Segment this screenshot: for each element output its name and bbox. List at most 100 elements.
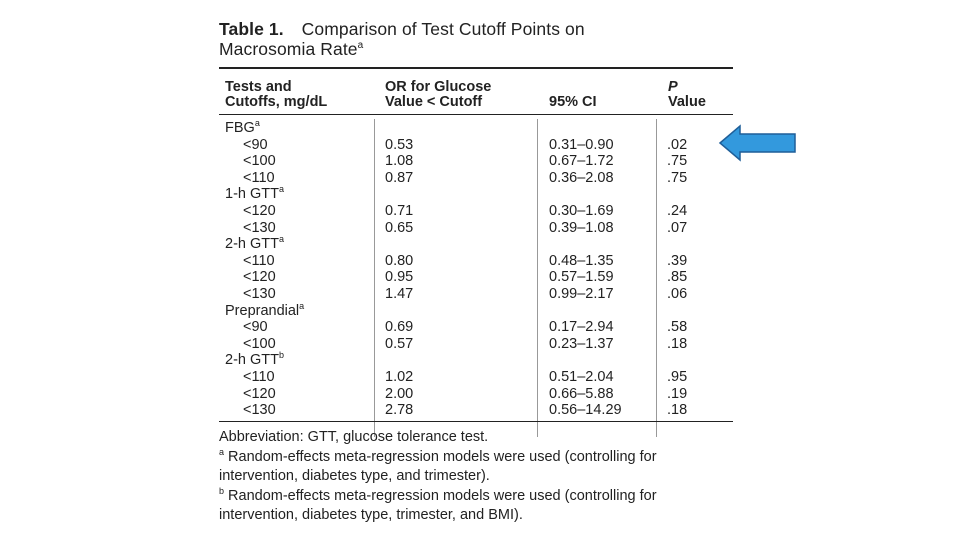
group-name: FBG bbox=[225, 120, 255, 136]
header-ci: 95% CI bbox=[549, 94, 597, 110]
table-row: <90 0.53 0.31–0.90 .02 bbox=[219, 137, 733, 154]
p-cell: .06 bbox=[667, 286, 688, 302]
or-cell: 0.80 bbox=[385, 252, 414, 269]
ci-cell: 0.66–5.88 bbox=[549, 385, 614, 402]
or-cell: 2.00 bbox=[385, 385, 414, 402]
p-cell: .75 bbox=[667, 153, 688, 170]
header-col2-line2: Value < Cutoff bbox=[385, 94, 483, 110]
group-label: FBGa bbox=[225, 118, 260, 137]
group-name: 2-h GTT bbox=[225, 352, 279, 369]
p-cell: .18 bbox=[667, 335, 688, 352]
footnote-abbreviation: Abbreviation: GTT, glucose tolerance tes… bbox=[219, 429, 489, 445]
table-bottom-rule bbox=[219, 421, 733, 422]
table-row: <110 0.87 0.36–2.08 .75 bbox=[219, 170, 733, 187]
p-cell: .02 bbox=[667, 136, 688, 153]
group-footnote-mark: a bbox=[299, 300, 305, 311]
left-arrow-icon bbox=[718, 124, 796, 162]
cutoff-cell: <120 bbox=[243, 385, 276, 402]
header-top-rule bbox=[219, 67, 733, 69]
p-cell: .75 bbox=[667, 169, 688, 186]
table-title: Table 1. Comparison of Test Cutoff Points… bbox=[219, 19, 733, 59]
header-bottom-rule bbox=[219, 114, 733, 115]
or-cell: 0.71 bbox=[385, 203, 414, 219]
p-cell: .58 bbox=[667, 319, 688, 336]
table-number: Table 1. bbox=[219, 19, 284, 39]
cutoff-cell: <120 bbox=[243, 269, 276, 286]
header-p-italic: P bbox=[668, 79, 678, 95]
group-name: 1-h GTT bbox=[225, 186, 279, 203]
footnote-a-line1: Random-effects meta-regression models we… bbox=[228, 449, 657, 465]
header-col1-line2: Cutoffs, mg/dL bbox=[225, 94, 328, 110]
group-label: 2-h GTTa bbox=[225, 234, 284, 253]
p-cell: .18 bbox=[667, 402, 688, 419]
p-cell: .85 bbox=[667, 269, 688, 286]
or-cell: 0.57 bbox=[385, 335, 414, 352]
group-footnote-mark: a bbox=[254, 118, 260, 129]
ci-cell: 0.57–1.59 bbox=[549, 269, 614, 286]
header-col1-line1: Tests and bbox=[225, 79, 292, 95]
cutoff-cell: <110 bbox=[243, 169, 275, 186]
cutoff-cell: <90 bbox=[243, 136, 268, 153]
header-or: OR for Glucose Value < Cutoff bbox=[385, 80, 491, 110]
table-row: <130 2.78 0.56–14.29 .18 bbox=[219, 402, 733, 419]
cutoff-cell: <100 bbox=[243, 153, 276, 170]
group-label-row: 2-h GTTb bbox=[219, 350, 733, 369]
ci-cell: 0.36–2.08 bbox=[549, 169, 614, 186]
column-divider bbox=[656, 119, 657, 437]
header-p-value: P Value bbox=[668, 80, 706, 110]
ci-cell: 0.99–2.17 bbox=[549, 286, 614, 302]
cutoff-cell: <130 bbox=[243, 402, 276, 419]
or-cell: 1.47 bbox=[385, 286, 414, 302]
p-cell: .07 bbox=[667, 219, 688, 236]
group-label-row: 1-h GTTa bbox=[219, 184, 733, 203]
ci-cell: 0.17–2.94 bbox=[549, 319, 614, 336]
table-row: <90 0.69 0.17–2.94 .58 bbox=[219, 319, 733, 336]
table-row: <120 2.00 0.66–5.88 .19 bbox=[219, 386, 733, 403]
group-label-row: 2-h GTTa bbox=[219, 234, 733, 253]
table-row: <100 0.57 0.23–1.37 .18 bbox=[219, 336, 733, 353]
header-col4-line2: Value bbox=[668, 94, 706, 110]
title-line-2: Macrosomia Rate bbox=[219, 39, 358, 59]
group-label: 1-h GTTa bbox=[225, 184, 284, 203]
column-divider bbox=[537, 119, 538, 437]
or-cell: 1.02 bbox=[385, 369, 414, 385]
table-row: <120 0.71 0.30–1.69 .24 bbox=[219, 203, 733, 220]
p-cell: .19 bbox=[667, 385, 688, 402]
or-cell: 1.08 bbox=[385, 153, 414, 170]
group-name: 2-h GTT bbox=[225, 236, 279, 253]
or-cell: 2.78 bbox=[385, 402, 414, 419]
group-footnote-mark: a bbox=[278, 184, 284, 195]
table-row: <120 0.95 0.57–1.59 .85 bbox=[219, 269, 733, 286]
or-cell: 0.69 bbox=[385, 319, 414, 336]
group-label-row: Preprandiala bbox=[219, 300, 733, 320]
group-footnote-mark: a bbox=[278, 234, 284, 245]
header-col2-line1: OR for Glucose bbox=[385, 79, 492, 95]
footnote-a-mark: a bbox=[219, 447, 225, 458]
ci-cell: 0.48–1.35 bbox=[549, 252, 614, 269]
title-line-1: Comparison of Test Cutoff Points on bbox=[301, 19, 585, 39]
table-row: <100 1.08 0.67–1.72 .75 bbox=[219, 153, 733, 170]
table-document: Table 1. Comparison of Test Cutoff Points… bbox=[219, 19, 733, 523]
ci-cell: 0.39–1.08 bbox=[549, 219, 614, 236]
cutoff-cell: <120 bbox=[243, 203, 276, 219]
or-cell: 0.87 bbox=[385, 169, 414, 186]
cutoff-cell: <100 bbox=[243, 335, 276, 352]
cutoff-cell: <90 bbox=[243, 319, 268, 336]
ci-cell: 0.23–1.37 bbox=[549, 335, 614, 352]
header-tests-cutoffs: Tests and Cutoffs, mg/dL bbox=[225, 80, 327, 110]
ci-cell: 0.56–14.29 bbox=[549, 402, 622, 419]
table-row: <130 1.47 0.99–2.17 .06 bbox=[219, 286, 733, 303]
group-footnote-mark: b bbox=[278, 350, 284, 361]
table-row: <110 0.80 0.48–1.35 .39 bbox=[219, 253, 733, 270]
or-cell: 0.53 bbox=[385, 136, 414, 153]
cutoff-cell: <130 bbox=[243, 219, 276, 236]
footnote-a-line2: intervention, diabetes type, and trimest… bbox=[219, 468, 490, 484]
or-cell: 0.95 bbox=[385, 269, 414, 286]
footnotes: Abbreviation: GTT, glucose tolerance tes… bbox=[219, 428, 733, 525]
p-cell: .24 bbox=[667, 203, 688, 219]
cutoff-cell: <130 bbox=[243, 286, 276, 302]
table-row: <130 0.65 0.39–1.08 .07 bbox=[219, 220, 733, 237]
ci-cell: 0.51–2.04 bbox=[549, 369, 614, 385]
ci-cell: 0.30–1.69 bbox=[549, 203, 614, 219]
p-cell: .95 bbox=[667, 369, 688, 385]
